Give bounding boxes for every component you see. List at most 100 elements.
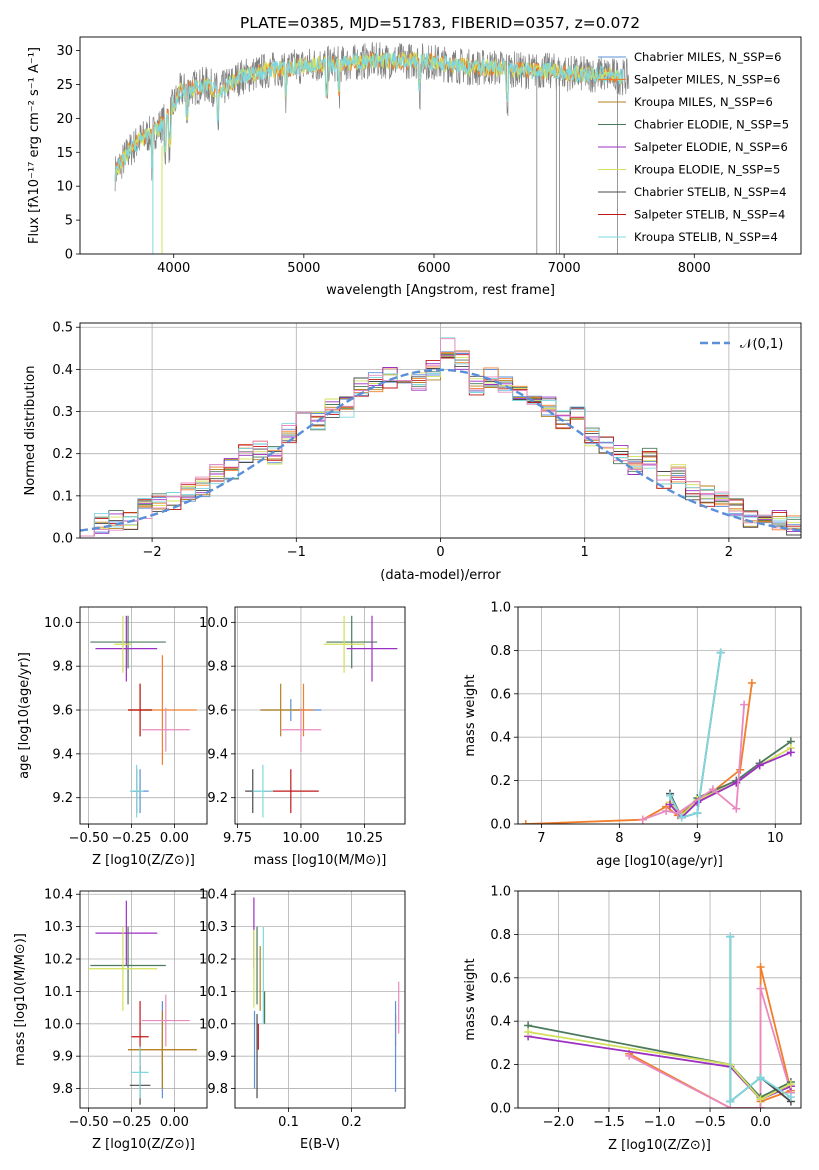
y-tick-label: 9.8: [52, 660, 73, 675]
y-axis-label: mass weight: [463, 674, 478, 756]
x-tick-label: 0.00: [160, 831, 189, 846]
plus-marker: [726, 1097, 735, 1106]
legend-label: Chabrier ELODIE, N_SSP=5: [634, 118, 789, 132]
y-tick-label: 0.4: [52, 363, 73, 378]
x-axis-label: Z [log10(Z/Z⊙)]: [92, 853, 195, 868]
y-tick-label: 0.0: [52, 532, 73, 547]
histograms: [80, 337, 801, 537]
y-tick-label: 10.4: [199, 888, 228, 903]
y-tick-label: 10.2: [44, 953, 73, 968]
plus-marker: [740, 700, 749, 709]
x-tick-label: 7: [537, 831, 545, 846]
axes-frame: [79, 322, 802, 539]
x-tick-label: 10.25: [346, 831, 383, 846]
y-tick-label: 10.1: [44, 985, 73, 1000]
x-tick-label: 0.2: [341, 1115, 362, 1130]
x-tick-label: −1: [287, 545, 306, 560]
axes-frame: [79, 890, 208, 1109]
x-tick-label: −2: [143, 545, 162, 560]
y-axis-label: mass weight: [463, 958, 478, 1040]
plus-marker: [521, 820, 530, 824]
y-tick-label: 10: [56, 180, 73, 195]
y-tick-label: 9.8: [207, 1082, 228, 1097]
plus-marker: [755, 761, 764, 770]
plus-marker: [786, 1080, 795, 1089]
age-vs-mass-panel: 9.75 10.00 10.25 9.2 9.4 9.6 9.8 10.0 mass [log1…: [199, 606, 406, 868]
error-bars: [90, 615, 197, 818]
x-tick-label: −1.0: [644, 1115, 676, 1130]
x-tick-label: 10.00: [282, 831, 319, 846]
plus-marker: [666, 791, 675, 800]
mass-weight-series: [669, 652, 722, 819]
y-tick-label: 0.2: [490, 1058, 511, 1073]
y-tick-label: 9.6: [52, 704, 73, 719]
mass-vs-metallicity-panel: −0.50 −0.25 0.00 9.8 9.9 10.0 10.1 10.2 10.3 10.4…: [13, 888, 208, 1152]
y-tick-label: 10.0: [199, 1017, 228, 1032]
plus-marker: [732, 804, 741, 813]
legend-label: Salpeter MILES, N_SSP=6: [634, 73, 780, 87]
mass-weight-series: [525, 682, 753, 824]
x-tick-label: 0.1: [278, 1115, 299, 1130]
mass-weight-lines: [524, 932, 795, 1108]
plus-marker: [693, 809, 702, 818]
y-tick-label: 10.0: [44, 616, 73, 631]
plus-marker: [524, 1028, 533, 1037]
legend-label: Kroupa MILES, N_SSP=6: [634, 95, 773, 109]
y-axis-label: mass [log10(M/M⊙)]: [13, 933, 28, 1066]
y-tick-label: 5: [65, 214, 73, 229]
x-tick-label: 5000: [287, 261, 320, 276]
y-tick-label: 9.2: [52, 791, 73, 806]
y-tick-label: 9.9: [52, 1050, 73, 1065]
y-tick-label: 9.2: [207, 791, 228, 806]
plus-marker: [756, 1104, 765, 1108]
x-tick-label: 7000: [548, 261, 581, 276]
y-axis-label: Flux [fλ10⁻¹⁷ erg cm⁻² s⁻¹ A⁻¹]: [27, 47, 42, 244]
axes-frame: [517, 890, 802, 1109]
figure-title: PLATE=0385, MJD=51783, FIBERID=0357, z=0…: [240, 14, 640, 32]
mass-weight-series: [527, 1031, 792, 1101]
gaussian-curve: [80, 368, 801, 532]
plus-marker: [726, 932, 735, 941]
x-tick-label: −0.50: [69, 1115, 109, 1130]
y-tick-label: 9.8: [52, 1082, 73, 1097]
model-spectrum: [114, 52, 624, 182]
plus-marker: [677, 813, 686, 822]
x-tick-label: 9.75: [223, 831, 252, 846]
x-axis-label: Z [log10(Z/Z⊙)]: [608, 1138, 711, 1153]
y-tick-label: 10.3: [44, 920, 73, 935]
y-tick-label: 1.0: [490, 885, 511, 900]
x-axis-label: Z [log10(Z/Z⊙)]: [92, 1137, 195, 1152]
legend-label: Salpeter STELIB, N_SSP=4: [634, 208, 785, 222]
residual-histogram: [80, 338, 801, 537]
y-tick-label: 15: [56, 146, 73, 161]
x-tick-label: −0.25: [112, 1115, 152, 1130]
y-tick-label: 0.4: [490, 731, 511, 746]
plus-marker: [625, 1051, 634, 1060]
x-tick-label: −2.0: [543, 1115, 575, 1130]
residual-histogram-panel: −2 −1 0 1 2 0.0 0.1 0.2 0.3 0.4 0.5 (data-model)/er…: [23, 321, 802, 583]
legend-label: Chabrier MILES, N_SSP=6: [634, 50, 781, 64]
y-tick-label: 0.6: [490, 971, 511, 986]
x-tick-label: 10: [767, 831, 784, 846]
x-tick-label: 8: [615, 831, 623, 846]
plus-marker: [756, 1073, 765, 1082]
x-tick-label: 8000: [678, 261, 711, 276]
plus-marker: [756, 1095, 765, 1104]
y-tick-label: 10.0: [199, 616, 228, 631]
y-tick-label: 25: [56, 78, 73, 93]
x-axis-label: (data-model)/error: [380, 568, 501, 583]
mass-weight-vs-metallicity-panel: −2.0 −1.5 −1.0 −0.5 0.0 0.0 0.2 0.4 0.6 0.8 1.0 Z […: [463, 885, 802, 1153]
y-tick-label: 0.2: [52, 447, 73, 462]
mass-weight-lines: [521, 648, 795, 824]
plus-marker: [786, 1093, 795, 1102]
mass-weight-series: [628, 988, 792, 1108]
plus-marker: [716, 648, 725, 657]
plus-marker: [638, 815, 647, 824]
error-bars: [253, 897, 400, 1099]
y-tick-label: 9.6: [207, 704, 228, 719]
y-tick-label: 10.2: [199, 953, 228, 968]
plus-marker: [666, 800, 675, 809]
y-tick-label: 0.8: [490, 928, 511, 943]
plus-marker: [708, 785, 717, 794]
